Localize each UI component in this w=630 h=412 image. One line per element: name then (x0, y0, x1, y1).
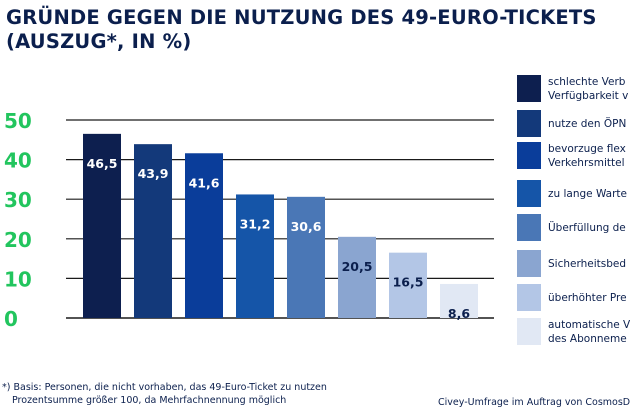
source-credit: Civey-Umfrage im Auftrag von CosmosDirek… (438, 397, 630, 408)
y-tick-label: 0 (4, 307, 18, 331)
bar-1 (83, 133, 121, 318)
chart-legend: schlechte Verb Verfügbarkeit v nutze den … (515, 70, 630, 375)
bar-chart: 0 10 20 30 40 50 46,5 43,9 41,6 31,2 30,6 20,5 16,5 8… (4, 109, 494, 331)
bar-value-label: 43,9 (138, 166, 169, 181)
footnote-line-1: *) Basis: Personen, die nicht vorhaben, … (2, 382, 327, 393)
bar-value-label: 46,5 (87, 156, 118, 171)
bar-value-label: 41,6 (189, 175, 220, 190)
legend-swatch (517, 284, 541, 311)
bar-value-label: 31,2 (240, 216, 271, 231)
footnote-line-2: Prozentsumme größer 100, da Mehrfachnenn… (12, 395, 287, 406)
bar-5 (287, 196, 325, 318)
legend-label: überhöhter Pre (548, 292, 627, 304)
bar-8 (440, 283, 478, 318)
y-tick-label: 50 (4, 109, 32, 133)
legend-label: bevorzuge flex Verkehrsmittel (548, 143, 626, 169)
bar-value-label: 8,6 (448, 306, 470, 321)
y-tick-label: 30 (4, 188, 32, 212)
legend-swatch (517, 75, 541, 102)
legend-swatch (517, 318, 541, 345)
bar-value-label: 30,6 (291, 219, 322, 234)
bar-value-label: 16,5 (393, 275, 424, 290)
legend-item: automatische V des Abonneme (515, 316, 630, 350)
bar-2 (134, 144, 172, 318)
legend-label: schlechte Verb Verfügbarkeit v (548, 76, 629, 102)
bar-value-label: 20,5 (342, 259, 373, 274)
legend-label: Sicherheitsbed (548, 258, 627, 270)
legend-label: zu lange Warte (548, 188, 628, 200)
y-tick-label: 10 (4, 267, 32, 291)
legend-label: Überfüllung de (548, 222, 626, 234)
legend-item: zu lange Warte (515, 178, 630, 212)
chart-title: GRÜNDE GEGEN DIE NUTZUNG DES 49-EURO-TIC… (6, 6, 597, 54)
legend-item: überhöhter Pre (515, 282, 630, 316)
legend-swatch (517, 250, 541, 277)
y-tick-label: 20 (4, 228, 32, 252)
bar-6 (338, 236, 376, 318)
legend-swatch (517, 110, 541, 137)
legend-item: Sicherheitsbed (515, 248, 630, 282)
legend-item: schlechte Verb Verfügbarkeit v (515, 73, 630, 107)
chart-title-line-1: GRÜNDE GEGEN DIE NUTZUNG DES 49-EURO-TIC… (6, 6, 597, 29)
footnote: *) Basis: Personen, die nicht vorhaben, … (2, 381, 327, 407)
legend-label: automatische V des Abonneme (548, 319, 630, 345)
legend-item: Überfüllung de (515, 212, 630, 246)
legend-label: nutze den ÖPN (548, 118, 627, 130)
legend-swatch (517, 142, 541, 169)
legend-swatch (517, 180, 541, 207)
bar-7 (389, 252, 427, 318)
bar-4 (236, 194, 274, 318)
legend-item: bevorzuge flex Verkehrsmittel (515, 140, 630, 174)
legend-swatch (517, 214, 541, 241)
chart-title-line-2: (AUSZUG*, IN %) (6, 30, 192, 53)
y-tick-label: 40 (4, 149, 32, 173)
bar-3 (185, 153, 223, 318)
legend-item: nutze den ÖPN (515, 108, 630, 142)
